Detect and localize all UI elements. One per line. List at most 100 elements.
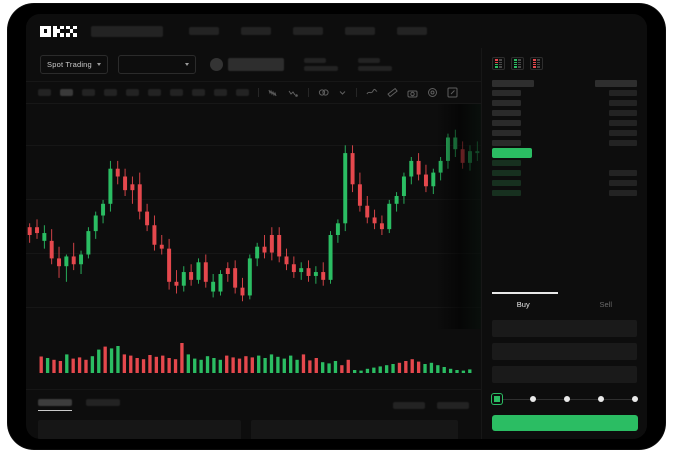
nav-item-0[interactable] <box>189 27 219 35</box>
candle-23 <box>196 262 201 280</box>
indicator-icon[interactable] <box>288 88 299 97</box>
tab-open-orders[interactable] <box>38 399 72 411</box>
volume-bar-28 <box>218 359 222 373</box>
volume-bar-48 <box>346 359 350 373</box>
volume-bar-46 <box>333 361 338 373</box>
timeframe-4[interactable] <box>126 89 139 96</box>
volume-bar-13 <box>122 354 127 373</box>
orderbook-ask-row[interactable] <box>492 108 637 118</box>
timeframe-list <box>38 89 249 96</box>
timeframe-3[interactable] <box>104 89 117 96</box>
fullscreen-icon[interactable] <box>447 87 458 98</box>
orderbook-bid-row[interactable] <box>492 188 637 198</box>
bids-only-icon[interactable] <box>511 57 524 70</box>
order-total-field[interactable] <box>492 366 637 383</box>
ask-price <box>492 140 521 146</box>
trading-mode-select[interactable]: Spot Trading <box>40 55 108 74</box>
ask-price <box>492 110 521 116</box>
coin-avatar <box>209 58 223 71</box>
ask-amount <box>609 110 637 116</box>
stepper-step-2[interactable] <box>530 396 536 402</box>
timeframe-5[interactable] <box>148 89 161 96</box>
candle-30 <box>247 258 252 296</box>
orderbook-bid-row[interactable] <box>492 178 637 188</box>
timeframe-6[interactable] <box>170 89 183 96</box>
volume-bar-1 <box>45 358 50 373</box>
candle-15 <box>137 184 142 212</box>
orderbook-ask-row[interactable] <box>492 88 637 98</box>
candle-5 <box>64 256 69 267</box>
table-row[interactable] <box>251 420 458 439</box>
candle-48 <box>379 223 384 230</box>
orderbook-ask-row[interactable] <box>492 98 637 108</box>
volume-bar-17 <box>148 355 152 373</box>
okx-logo-icon[interactable] <box>40 25 77 37</box>
orderbook[interactable] <box>482 76 647 198</box>
timeframe-1[interactable] <box>60 89 73 96</box>
panel-action-1[interactable] <box>437 401 469 409</box>
timeframe-9[interactable] <box>236 89 249 96</box>
tab-buy[interactable]: Buy <box>516 300 530 309</box>
order-price-field[interactable] <box>492 320 637 337</box>
compare-icon[interactable] <box>318 88 329 97</box>
candle-18 <box>159 244 164 249</box>
nav-item-3[interactable] <box>345 27 375 35</box>
stepper-step-5[interactable] <box>632 396 638 402</box>
search-input[interactable] <box>91 25 163 37</box>
orderbook-ask-row[interactable] <box>492 118 637 128</box>
candle-24 <box>203 262 208 282</box>
candle-55 <box>431 172 436 187</box>
nav-item-2[interactable] <box>293 27 323 35</box>
nav-item-4[interactable] <box>397 27 427 35</box>
timeframe-7[interactable] <box>192 89 205 96</box>
asks-only-icon[interactable] <box>530 57 543 70</box>
stepper-step-1[interactable] <box>492 394 502 404</box>
orderbook-bid-row[interactable] <box>492 158 637 168</box>
candle-4 <box>57 258 62 267</box>
stat-value <box>357 66 392 71</box>
orderbook-ask-row[interactable] <box>492 138 637 148</box>
volume-bar-45 <box>327 363 331 373</box>
volume-bar-12 <box>116 346 120 373</box>
volume-bar-43 <box>314 358 318 373</box>
camera-icon[interactable] <box>407 88 418 98</box>
orderbook-ask-row[interactable] <box>492 128 637 138</box>
volume-bar-32 <box>244 356 248 373</box>
candle-61 <box>475 151 480 154</box>
stepper-step-4[interactable] <box>598 396 604 402</box>
candle-34 <box>277 235 282 257</box>
settings-icon[interactable] <box>427 87 438 98</box>
volume-bar-8 <box>90 356 95 373</box>
pair-select[interactable] <box>117 55 196 74</box>
ruler-icon[interactable] <box>387 87 398 98</box>
chevron-down-icon[interactable] <box>338 88 347 97</box>
volume-bar-64 <box>448 368 453 373</box>
timeframe-2[interactable] <box>82 89 95 96</box>
panel-action-0[interactable] <box>393 401 425 409</box>
both-sides-icon[interactable] <box>492 57 505 70</box>
tab-order-history[interactable] <box>86 399 120 411</box>
tab-sell[interactable]: Sell <box>599 300 612 309</box>
volume-chart[interactable] <box>26 329 481 389</box>
line-chart-icon[interactable] <box>366 88 378 97</box>
nav-item-1[interactable] <box>241 27 271 35</box>
candle-44 <box>350 153 355 185</box>
orderbook-mode-toggle-group <box>482 48 647 76</box>
candle-36 <box>291 264 296 273</box>
table-row[interactable] <box>38 420 241 439</box>
volume-bar-30 <box>231 357 235 373</box>
orderbook-bid-row[interactable] <box>492 168 637 178</box>
candle-39 <box>313 272 318 276</box>
candlestick-chart-icon[interactable] <box>268 88 279 97</box>
orderbook-last-price-row[interactable] <box>492 148 637 158</box>
volume-bar-29 <box>225 355 229 373</box>
stepper-step-3[interactable] <box>564 396 570 402</box>
timeframe-0[interactable] <box>38 89 51 96</box>
price-chart[interactable] <box>26 104 481 329</box>
candle-54 <box>423 174 428 187</box>
timeframe-8[interactable] <box>214 89 227 96</box>
volume-bar-16 <box>141 359 146 373</box>
volume-bar-66 <box>461 370 466 373</box>
order-amount-field[interactable] <box>492 343 637 360</box>
submit-order-button[interactable] <box>492 415 638 431</box>
